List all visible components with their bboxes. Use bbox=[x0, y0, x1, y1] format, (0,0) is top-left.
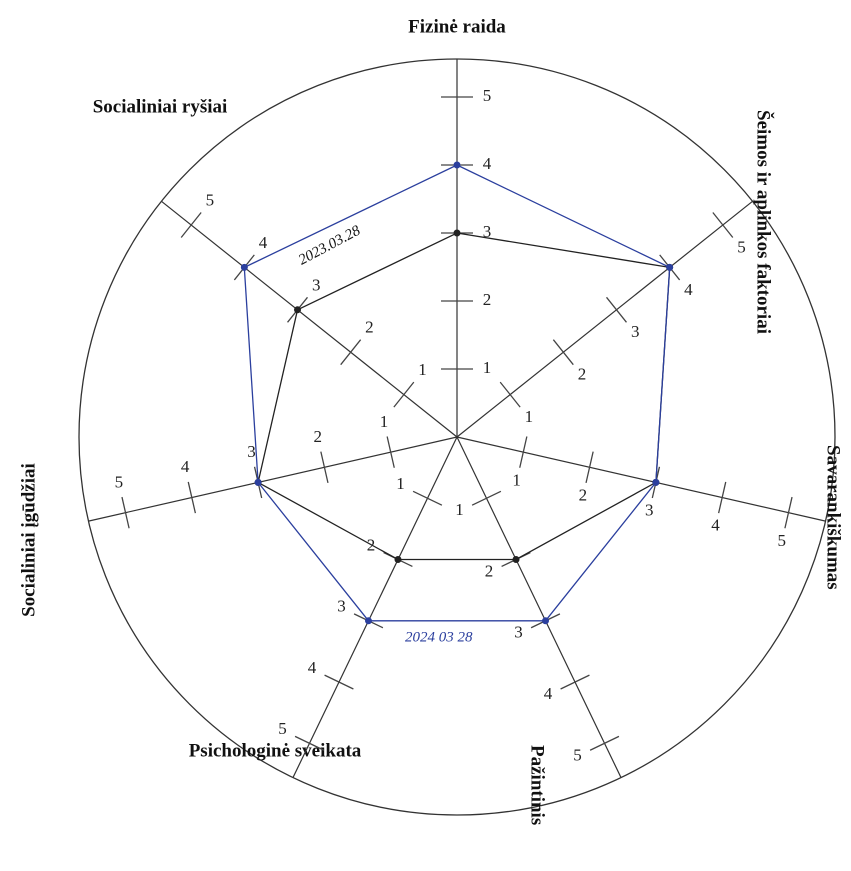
tick-label: 5 bbox=[573, 745, 582, 764]
tick-label: 1 bbox=[418, 360, 427, 379]
tick-label: 5 bbox=[737, 237, 746, 256]
tick-label: 1 bbox=[525, 407, 534, 426]
tick-label: 5 bbox=[278, 719, 287, 738]
tick-label: 1 bbox=[455, 500, 464, 519]
tick-mark bbox=[519, 436, 528, 468]
axis-line bbox=[456, 200, 753, 438]
tick-mark bbox=[294, 735, 325, 751]
tick-mark bbox=[324, 674, 354, 690]
tick-label: 3 bbox=[645, 501, 654, 520]
tick-mark bbox=[589, 735, 620, 751]
series-point bbox=[666, 263, 674, 271]
series-point bbox=[453, 229, 461, 237]
tick-label: 4 bbox=[483, 154, 492, 173]
tick-label: 3 bbox=[483, 222, 492, 241]
axis-line bbox=[161, 200, 458, 438]
tick-mark bbox=[606, 296, 627, 323]
tick-mark bbox=[717, 481, 727, 514]
series-point bbox=[453, 161, 461, 169]
tick-label: 3 bbox=[337, 597, 346, 616]
tick-label: 4 bbox=[544, 684, 553, 703]
axis-label: Socialiniai ryšiai bbox=[93, 96, 228, 117]
tick-mark bbox=[712, 212, 734, 238]
tick-label: 1 bbox=[396, 474, 405, 493]
tick-label: 5 bbox=[483, 86, 492, 105]
axis-line bbox=[292, 436, 458, 778]
series-point bbox=[512, 556, 520, 564]
axis-label: Psichologinė sveikata bbox=[189, 740, 362, 761]
axis-label: Socialiniai įgūdžiai bbox=[18, 463, 39, 617]
tick-mark bbox=[560, 674, 590, 690]
series-point bbox=[254, 478, 262, 486]
series-line bbox=[243, 164, 671, 622]
tick-label: 3 bbox=[247, 442, 256, 461]
tick-mark bbox=[471, 490, 502, 506]
tick-label: 2 bbox=[483, 290, 492, 309]
tick-label: 2 bbox=[313, 427, 322, 446]
series-point bbox=[294, 306, 302, 314]
axis-label: Fizinė raida bbox=[408, 16, 506, 37]
axis-label: Šeimos ir aplinkos faktoriai bbox=[753, 110, 775, 334]
tick-label: 4 bbox=[181, 457, 190, 476]
tick-mark bbox=[412, 490, 443, 506]
tick-label: 4 bbox=[308, 658, 317, 677]
tick-label: 5 bbox=[206, 190, 215, 209]
tick-mark bbox=[552, 339, 574, 366]
tick-mark bbox=[386, 436, 395, 468]
series-point bbox=[652, 478, 660, 486]
tick-mark bbox=[585, 451, 594, 484]
tick-label: 3 bbox=[631, 322, 640, 341]
axis-line bbox=[456, 436, 826, 522]
tick-label: 4 bbox=[684, 280, 693, 299]
series-point bbox=[364, 617, 372, 625]
tick-mark bbox=[340, 339, 362, 366]
series-point bbox=[394, 556, 402, 564]
series-label: 2024 03 28 bbox=[405, 629, 473, 645]
tick-label: 2 bbox=[579, 485, 588, 504]
tick-mark bbox=[121, 496, 130, 529]
series-point bbox=[240, 263, 248, 271]
tick-label: 3 bbox=[312, 275, 321, 294]
tick-mark bbox=[180, 212, 202, 238]
series-label: 2023.03.28 bbox=[296, 223, 364, 269]
tick-label: 2 bbox=[578, 365, 587, 384]
tick-label: 2 bbox=[485, 561, 494, 580]
tick-label: 1 bbox=[512, 470, 521, 489]
tick-label: 4 bbox=[711, 516, 720, 535]
axis-line bbox=[456, 436, 622, 778]
axis-line bbox=[88, 436, 458, 522]
tick-mark bbox=[393, 381, 415, 408]
series-point bbox=[542, 617, 550, 625]
tick-mark bbox=[187, 481, 197, 514]
tick-label: 3 bbox=[514, 623, 523, 642]
tick-label: 1 bbox=[380, 412, 389, 431]
tick-label: 1 bbox=[483, 358, 492, 377]
axis-label: Savarankiškumas bbox=[823, 445, 844, 590]
axis-label: Pažintinis bbox=[527, 745, 548, 825]
tick-mark bbox=[320, 451, 329, 484]
tick-label: 4 bbox=[259, 233, 268, 252]
tick-label: 5 bbox=[115, 472, 124, 491]
tick-mark bbox=[784, 496, 793, 529]
tick-label: 2 bbox=[365, 318, 374, 337]
tick-mark bbox=[499, 381, 521, 408]
tick-label: 5 bbox=[778, 531, 787, 550]
